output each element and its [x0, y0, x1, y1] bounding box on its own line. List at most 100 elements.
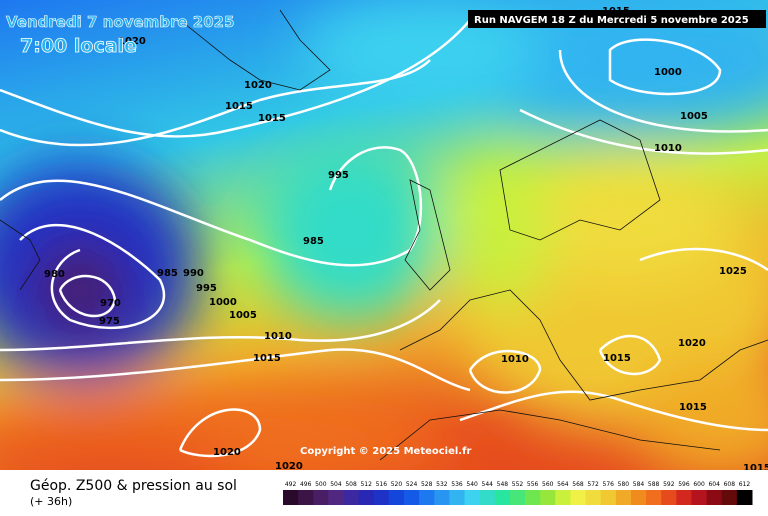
isobar-label: 1015: [258, 113, 286, 124]
isobar-label: 1010: [501, 354, 529, 365]
legend-label: 608: [724, 481, 736, 488]
isobar-label: 1020: [118, 36, 146, 47]
legend-label: 568: [572, 481, 584, 488]
legend-label: 552: [512, 481, 524, 488]
legend-label: 512: [360, 481, 372, 488]
legend-swatch: [328, 490, 345, 505]
isobar-label: 985: [303, 236, 324, 247]
legend-swatch: [646, 490, 662, 505]
legend-label: 596: [678, 481, 690, 488]
field: 1020 1020 1015 1015 995 985 980 985 990 995 1000 10…: [0, 0, 768, 474]
isobar-label: 1015: [603, 353, 631, 364]
legend-label: 548: [497, 481, 509, 488]
legend-swatch: [388, 490, 405, 505]
legend-swatch: [661, 490, 677, 505]
legend-swatch: [570, 490, 587, 505]
legend-label: 612: [739, 481, 751, 488]
legend-swatch: [298, 490, 314, 505]
legend-label: 492: [285, 481, 297, 488]
isobar-label: 1015: [743, 463, 768, 474]
footer-lead: (+ 36h): [30, 495, 72, 508]
isobar-label: 995: [328, 170, 349, 181]
coastlines: [0, 9, 768, 461]
legend-label: 600: [693, 481, 705, 488]
legend-label: 572: [587, 481, 599, 488]
legend-swatch: [404, 490, 420, 505]
legend-label: 540: [466, 481, 478, 488]
legend-label: 580: [618, 481, 630, 488]
copyright: Copyright © 2025 Meteociel.fr: [300, 446, 471, 457]
legend-swatch: [706, 490, 723, 505]
legend-label: 532: [436, 481, 448, 488]
legend-label: 564: [557, 481, 569, 488]
legend-label: 524: [406, 481, 418, 488]
isobar-label: 1015: [225, 101, 253, 112]
legend-swatch: [494, 490, 511, 505]
legend-label: 536: [451, 481, 463, 488]
isobar-label: 985: [157, 268, 178, 279]
isobar-lines: [0, 19, 768, 458]
legend-swatch: [540, 490, 556, 505]
legend-swatch: [464, 490, 481, 505]
isobar-label: 975: [99, 316, 120, 327]
legend-swatch: [721, 490, 738, 505]
legend-label: 592: [663, 481, 675, 488]
legend-label: 588: [648, 481, 660, 488]
legend-swatch: [525, 490, 541, 505]
legend-label: 516: [376, 481, 388, 488]
legend-label: 604: [708, 481, 720, 488]
run-info: Run NAVGEM 18 Z du Mercredi 5 novembre 2…: [474, 15, 749, 26]
legend-label: 504: [330, 481, 342, 488]
legend-swatch: [373, 490, 390, 505]
legend-swatch: [509, 490, 526, 505]
legend-swatch: [358, 490, 375, 505]
isobar-label: 980: [44, 269, 65, 280]
legend-label: 496: [300, 481, 312, 488]
legend-swatch: [419, 490, 435, 505]
legend-swatch: [479, 490, 496, 505]
legend-swatch: [676, 490, 692, 505]
isobar-label: 1010: [654, 143, 682, 154]
isobar-label: 1025: [719, 266, 747, 277]
date: Vendredi 7 novembre 2025: [6, 13, 235, 31]
time: 7:00 locale: [20, 35, 137, 57]
legend-label: 520: [391, 481, 403, 488]
isobar-label: 1005: [680, 111, 708, 122]
isobar-label: 1015: [679, 402, 707, 413]
legend-swatch: [585, 490, 602, 505]
legend-swatch: [555, 490, 571, 505]
isobar-label: 1020: [678, 338, 706, 349]
legend-swatch: [313, 490, 329, 505]
isobar-label: 970: [100, 298, 121, 309]
isobar-label: 1015: [253, 353, 281, 364]
isobar-label: 1020: [275, 461, 303, 472]
isobar-label: 990: [183, 268, 204, 279]
legend-swatch: [691, 490, 708, 505]
legend-swatch: [615, 490, 632, 505]
isobar-label: 1005: [229, 310, 257, 321]
isobar-label: 1000: [209, 297, 237, 308]
legend-label: 544: [482, 481, 494, 488]
legend-swatch: [736, 490, 753, 505]
legend-swatch: [630, 490, 647, 505]
legend-label: 500: [315, 481, 327, 488]
legend-label: 508: [345, 481, 357, 488]
legend-swatch: [449, 490, 466, 505]
legend-swatch: [343, 490, 360, 505]
isobar-label: 1020: [213, 447, 241, 458]
run-box: [468, 10, 766, 28]
isobar-label: 1010: [264, 331, 292, 342]
legend-label: 584: [633, 481, 645, 488]
legend-label: 560: [542, 481, 554, 488]
legend-swatch: [283, 490, 299, 505]
legend-label: 528: [421, 481, 433, 488]
legend-swatch: [434, 490, 450, 505]
legend-label: 576: [603, 481, 615, 488]
footer-title: Géop. Z500 & pression au sol: [30, 478, 237, 494]
legend-swatch: [600, 490, 617, 505]
legend-label: 556: [527, 481, 539, 488]
isobar-label: 1000: [654, 67, 682, 78]
isobar-label: 1020: [244, 80, 272, 91]
isobar-label: 995: [196, 283, 217, 294]
